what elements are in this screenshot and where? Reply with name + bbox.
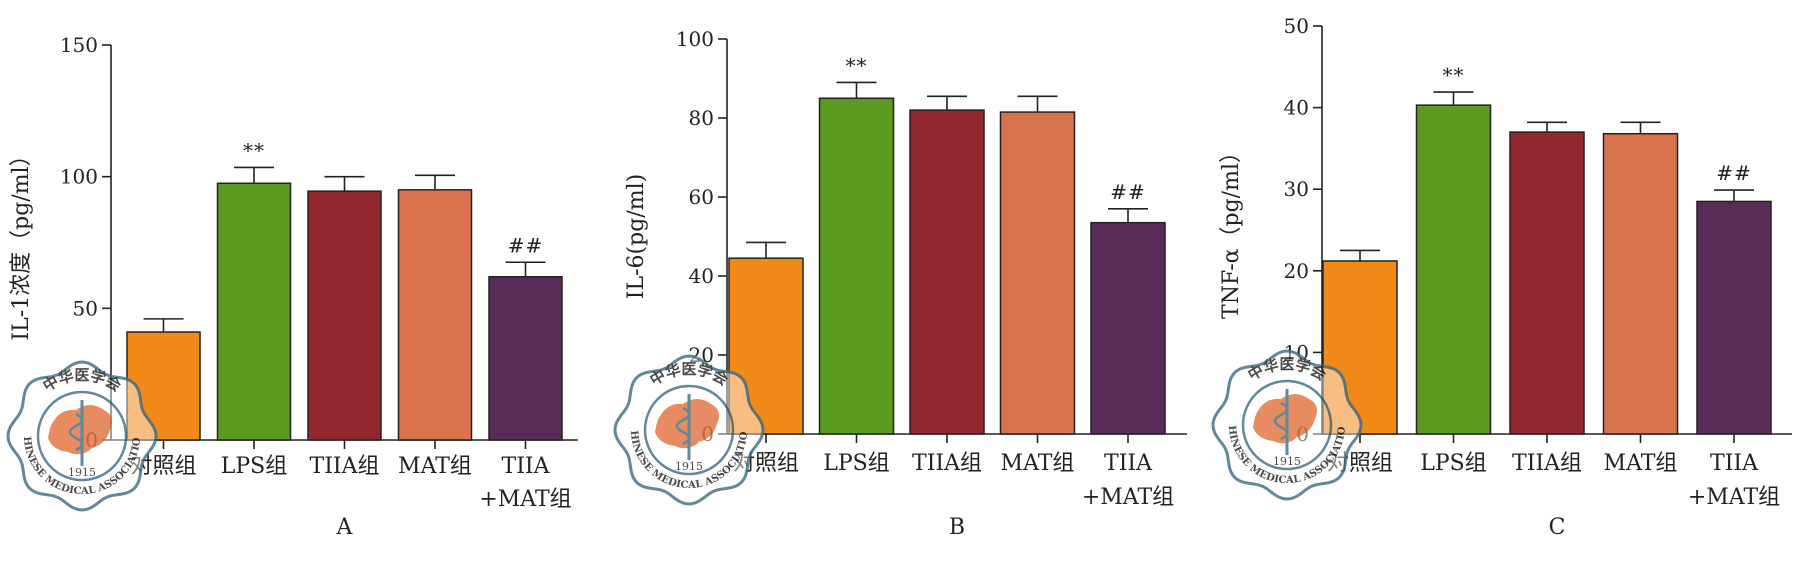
y-tick-label: 50 — [1284, 14, 1309, 38]
y-tick-label: 100 — [676, 27, 714, 51]
bar — [1322, 260, 1398, 435]
serpent-icon — [68, 412, 84, 452]
y-tick-label: 100 — [60, 165, 98, 189]
category-label: LPS组 — [823, 451, 889, 476]
category-label: MAT组 — [1001, 451, 1075, 476]
bar — [1696, 200, 1772, 435]
category-label: +MAT组 — [479, 487, 571, 512]
seal-inner-ring — [643, 384, 735, 476]
y-tick-label: 50 — [73, 296, 98, 320]
y-tick-label: 40 — [1284, 96, 1309, 120]
category-label: TIIA组 — [1512, 451, 1582, 476]
bar — [397, 189, 473, 441]
bar — [488, 275, 563, 441]
y-tick-label: 150 — [60, 33, 98, 57]
bar — [909, 109, 985, 435]
bar — [728, 257, 804, 435]
y-tick-label: 40 — [689, 264, 714, 288]
category-label: +MAT组 — [1082, 485, 1174, 510]
category-label: TIIA — [502, 454, 551, 479]
y-axis-label: IL-6(pg/ml) — [624, 174, 649, 299]
bar — [1602, 132, 1679, 435]
category-label: 对照组 — [1327, 451, 1393, 476]
category-label: +MAT组 — [1688, 485, 1780, 510]
chart-panel-a: 050100150IL-1浓度（pg/ml）对照组**LPS组TIIA组MAT组… — [9, 33, 578, 540]
seal-year: 1915 — [1273, 455, 1301, 468]
significance-label: ## — [508, 233, 544, 257]
chart-panel-b: 020406080100IL-6(pg/ml)对照组**LPS组TIIA组MAT… — [624, 27, 1187, 540]
category-label: MAT组 — [398, 454, 472, 479]
bar — [1509, 131, 1585, 435]
bar — [216, 182, 292, 441]
y-tick-label: 80 — [689, 106, 714, 130]
significance-label: ** — [846, 53, 868, 77]
panel-label: A — [336, 515, 354, 540]
china-map-icon — [48, 405, 112, 455]
bar — [999, 111, 1076, 435]
category-label: LPS组 — [221, 454, 287, 479]
significance-label: ## — [1716, 161, 1752, 185]
y-tick-label: 30 — [1284, 177, 1309, 201]
category-label: 对照组 — [733, 451, 799, 476]
significance-label: ## — [1110, 180, 1146, 204]
y-tick-label: 20 — [1284, 259, 1309, 283]
panel-label: C — [1549, 515, 1566, 540]
category-label: MAT组 — [1604, 451, 1678, 476]
significance-label: ** — [1443, 63, 1465, 87]
serpent-icon — [1273, 401, 1289, 441]
category-label: TIIA组 — [310, 454, 380, 479]
y-axis-label: TNF-α（pg/ml） — [1219, 141, 1244, 319]
category-label: TIIA — [1710, 451, 1759, 476]
category-label: LPS组 — [1420, 451, 1486, 476]
china-map-icon — [1253, 394, 1317, 444]
panel-label: B — [949, 515, 965, 540]
bar — [307, 190, 382, 441]
bar — [126, 331, 201, 441]
y-axis-label: IL-1浓度（pg/ml） — [9, 144, 34, 340]
bar — [1415, 104, 1492, 435]
seal-inner-ring — [1241, 379, 1333, 471]
seal-inner-ring — [36, 390, 128, 482]
seal-year: 1915 — [68, 466, 96, 479]
bar — [818, 97, 895, 435]
y-tick-label: 60 — [689, 185, 714, 209]
category-label: TIIA — [1104, 451, 1153, 476]
significance-label: ** — [243, 138, 265, 162]
bar — [1090, 221, 1166, 435]
serpent-icon — [675, 406, 691, 446]
seal-year: 1915 — [675, 460, 703, 473]
category-label: TIIA组 — [912, 451, 982, 476]
china-map-icon — [655, 399, 719, 449]
